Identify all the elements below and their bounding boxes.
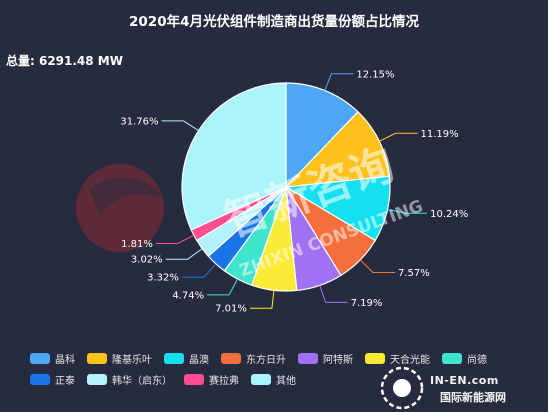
legend-label: 赛拉弗	[209, 375, 239, 387]
legend-label: 隆基乐叶	[112, 354, 152, 366]
legend-item[interactable]: 晶澳	[164, 352, 209, 366]
legend-item[interactable]: 正泰	[30, 373, 75, 387]
legend-item[interactable]: 其他	[251, 373, 296, 387]
data-label: 7.57%	[398, 268, 430, 279]
leader-line	[324, 73, 354, 91]
chart-legend: 晶科 隆基乐叶 晶澳 东方日升 阿特斯 天合光能 尚德正泰 韩华（启东） 赛拉弗 其他	[30, 352, 540, 387]
legend-swatch	[164, 352, 184, 364]
legend-item[interactable]: 赛拉弗	[184, 373, 239, 387]
data-label: 7.19%	[351, 298, 383, 309]
data-label: 7.01%	[215, 304, 247, 315]
pie-slice	[284, 111, 391, 188]
in-en-logo-icon	[380, 366, 424, 410]
leader-line	[379, 132, 418, 142]
leader-line	[155, 234, 195, 244]
legend-item[interactable]: 天合光能	[365, 352, 430, 366]
data-label: 4.74%	[172, 290, 204, 301]
legend-label: 天合光能	[390, 354, 430, 366]
legend-label: 正泰	[55, 375, 75, 387]
legend-item[interactable]: 韩华（启东）	[87, 373, 172, 387]
legend-swatch	[221, 352, 241, 364]
legend-item[interactable]: 晶科	[30, 352, 75, 366]
legend-swatch	[251, 373, 271, 385]
legend-item[interactable]: 隆基乐叶	[87, 352, 152, 366]
pie-slice	[181, 82, 287, 231]
legend-label: 阿特斯	[323, 354, 353, 366]
watermark-swoosh-icon	[90, 177, 165, 215]
leader-line	[319, 285, 348, 303]
legend-label: 韩华（启东）	[112, 375, 172, 387]
leader-line	[165, 248, 203, 260]
legend-swatch	[87, 352, 107, 364]
chart-title: 2020年4月光伏组件制造商出货量份额占比情况	[129, 14, 419, 30]
legend-label: 尚德	[467, 354, 487, 366]
total-label: 总量: 6291.48 MW	[6, 54, 123, 68]
legend-label: 其他	[276, 375, 296, 387]
legend-swatch	[30, 373, 50, 385]
leader-line	[181, 263, 217, 278]
data-label: 10.24%	[430, 209, 468, 220]
legend-swatch	[442, 352, 462, 364]
data-label: 1.81%	[121, 239, 153, 250]
data-label: 12.15%	[356, 69, 394, 80]
legend-swatch	[30, 352, 50, 364]
legend-swatch	[87, 373, 107, 385]
watermark-layer	[76, 164, 165, 252]
leader-line	[387, 208, 428, 214]
legend-label: 晶澳	[189, 354, 209, 366]
legend-swatch	[298, 352, 318, 364]
data-label: 11.19%	[421, 129, 459, 140]
legend-item[interactable]: 尚德	[442, 352, 487, 366]
data-label: 3.32%	[147, 273, 179, 284]
legend-label: 东方日升	[246, 354, 286, 366]
data-label: 31.76%	[120, 116, 158, 127]
leader-line	[249, 290, 275, 309]
leader-line	[207, 278, 238, 296]
legend-swatch	[365, 352, 385, 364]
legend-item[interactable]: 阿特斯	[298, 352, 353, 366]
logo-text-zh: 国际新能源网	[440, 391, 506, 404]
leader-line	[359, 259, 395, 273]
leader-line	[161, 120, 199, 132]
legend-label: 晶科	[55, 354, 75, 366]
legend-swatch	[184, 373, 204, 385]
logo-text-en: IN-EN.com	[430, 374, 499, 387]
legend-item[interactable]: 东方日升	[221, 352, 286, 366]
data-label: 3.02%	[131, 255, 163, 266]
